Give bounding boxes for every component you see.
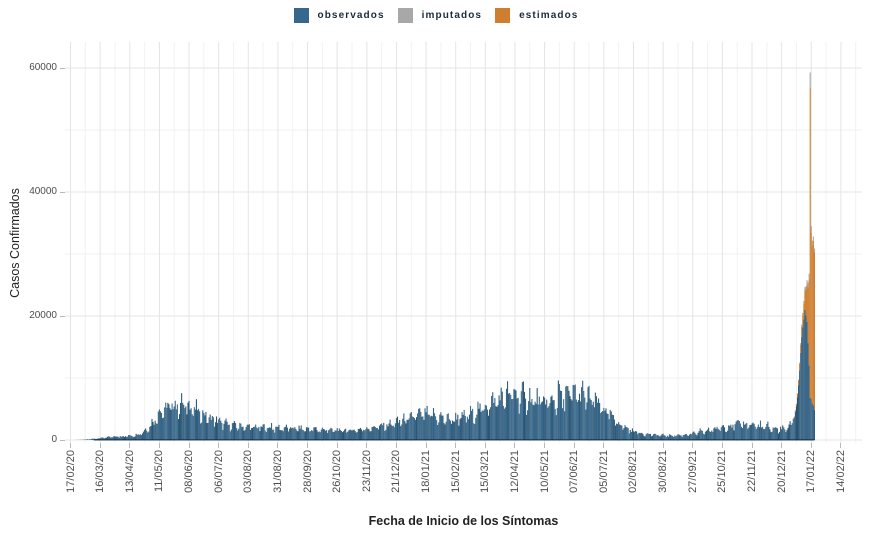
y-tick-label: 60000 <box>29 62 57 73</box>
x-tick-label: 16/03/20 <box>94 450 107 493</box>
x-tick-label: 08/06/20 <box>183 450 196 493</box>
x-axis-tick <box>692 443 694 448</box>
x-axis-tick <box>129 443 131 448</box>
x-axis-tick <box>247 443 249 448</box>
x-axis-tick <box>810 443 812 448</box>
x-tick-label: 26/10/20 <box>331 450 344 493</box>
x-tick-label: 12/04/21 <box>508 450 521 493</box>
legend-swatch-observados <box>293 8 309 23</box>
x-axis-tick <box>158 443 160 448</box>
x-tick-label: 11/05/20 <box>153 450 166 493</box>
x-axis-tick <box>721 443 723 448</box>
x-tick-label: 07/06/21 <box>568 450 581 493</box>
x-axis-tick <box>425 443 427 448</box>
y-axis-tick <box>60 315 65 317</box>
x-axis-tick <box>336 443 338 448</box>
x-tick-label: 28/09/20 <box>301 450 314 493</box>
y-tick-label: 20000 <box>29 310 57 321</box>
y-tick-label: 40000 <box>29 186 57 197</box>
x-tick-label: 25/10/21 <box>716 450 729 493</box>
x-tick-label: 05/07/21 <box>597 450 610 493</box>
x-axis-tick <box>484 443 486 448</box>
x-axis-tick <box>277 443 279 448</box>
x-axis-tick <box>366 443 368 448</box>
legend-swatch-estimados <box>495 8 511 23</box>
y-axis-tick <box>60 439 65 441</box>
x-axis-tick <box>218 443 220 448</box>
x-axis-tick <box>573 443 575 448</box>
x-tick-label: 10/05/21 <box>538 450 551 493</box>
x-axis-tick <box>751 443 753 448</box>
x-tick-label: 03/08/20 <box>242 450 255 493</box>
x-tick-label: 31/08/20 <box>271 450 284 493</box>
plot-area-canvas <box>65 42 862 443</box>
x-tick-label: 20/12/21 <box>775 450 788 493</box>
y-tick-label: 0 <box>51 434 57 445</box>
x-axis-tick <box>455 443 457 448</box>
x-axis-tick <box>307 443 309 448</box>
y-axis-tick <box>60 67 65 69</box>
legend-item-observados: observados <box>293 8 385 23</box>
x-axis-tick <box>781 443 783 448</box>
x-axis-tick <box>632 443 634 448</box>
x-tick-label: 17/01/22 <box>805 450 818 493</box>
x-tick-label: 15/03/21 <box>479 450 492 493</box>
x-tick-label: 02/08/21 <box>627 450 640 493</box>
x-tick-label: 27/09/21 <box>686 450 699 493</box>
legend-label-observados: observados <box>317 10 385 21</box>
x-tick-label: 30/08/21 <box>657 450 670 493</box>
x-tick-label: 13/04/20 <box>123 450 136 493</box>
x-tick-label: 23/11/20 <box>360 450 373 493</box>
x-tick-label: 06/07/20 <box>212 450 225 493</box>
x-axis-tick <box>544 443 546 448</box>
legend-item-estimados: estimados <box>495 8 578 23</box>
x-tick-label: 14/02/22 <box>834 450 847 493</box>
legend-label-imputados: imputados <box>421 10 483 21</box>
legend-item-imputados: imputados <box>397 8 483 23</box>
x-axis-tick <box>514 443 516 448</box>
x-tick-label: 22/11/21 <box>746 450 758 493</box>
y-axis-tick <box>60 191 65 193</box>
y-axis-title: Casos Confirmados <box>8 188 22 298</box>
x-axis-tick <box>603 443 605 448</box>
x-tick-label: 15/02/21 <box>449 450 462 493</box>
x-axis-tick <box>395 443 397 448</box>
x-axis-tick <box>70 443 71 448</box>
chart-legend: observados imputados estimados <box>0 8 872 23</box>
x-axis-title: Fecha de Inicio de los Síntomas <box>368 514 559 528</box>
x-axis-tick <box>840 443 842 448</box>
legend-label-estimados: estimados <box>519 10 579 21</box>
x-tick-label: 18/01/21 <box>420 450 433 493</box>
x-axis-tick <box>188 443 190 448</box>
x-tick-label: 21/12/20 <box>390 450 403 493</box>
x-axis-tick <box>662 443 664 448</box>
x-tick-label: 17/02/20 <box>64 450 77 493</box>
legend-swatch-imputados <box>397 8 413 23</box>
x-axis-tick <box>99 443 101 448</box>
